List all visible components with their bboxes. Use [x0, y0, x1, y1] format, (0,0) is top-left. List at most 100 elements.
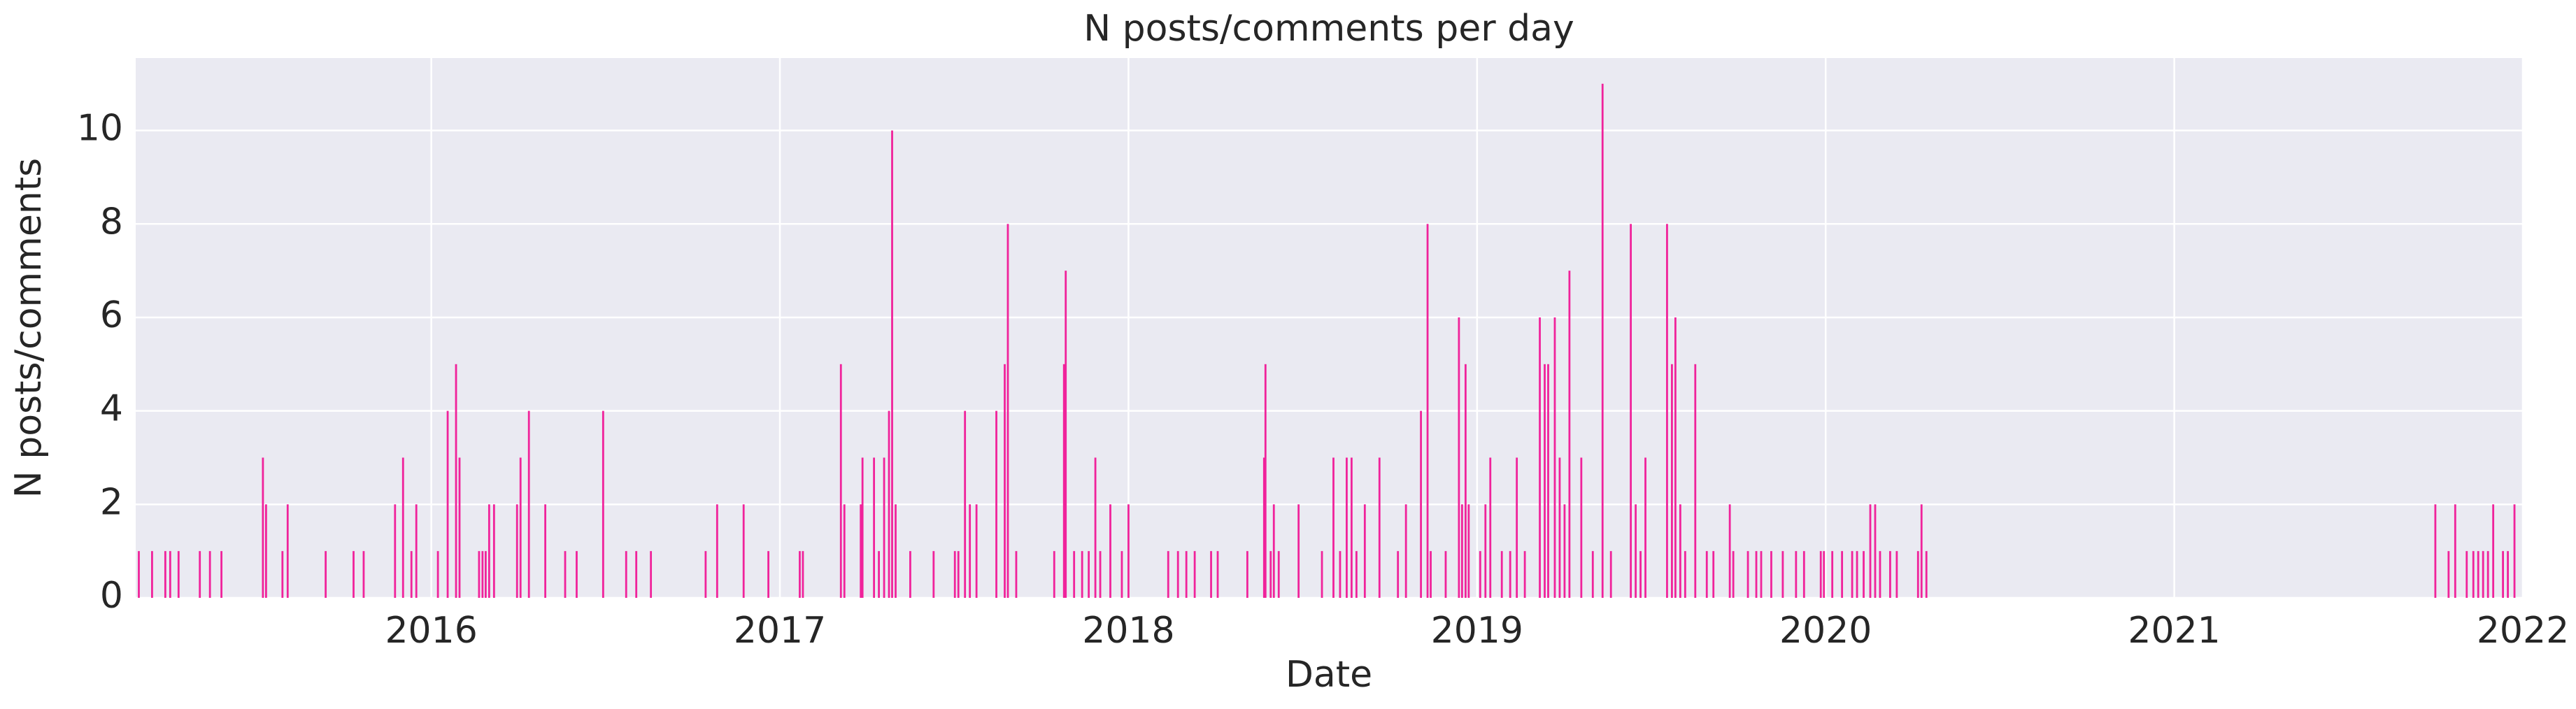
bar [138, 551, 140, 598]
bar [1671, 364, 1673, 598]
bar [2434, 504, 2437, 598]
bar [492, 504, 495, 598]
bar [1547, 364, 1549, 598]
bar [861, 457, 864, 598]
bar [1262, 457, 1265, 598]
bar [1644, 457, 1646, 598]
bar [1694, 364, 1697, 598]
bar [1609, 551, 1612, 598]
bar [1568, 271, 1571, 598]
bar [1355, 551, 1358, 598]
bar [1088, 551, 1090, 598]
bar [164, 551, 166, 598]
x-axis-label: Date [1286, 654, 1372, 696]
bar [1863, 551, 1865, 598]
bar [325, 551, 327, 598]
x-tick-label: 2016 [385, 610, 477, 652]
bar [151, 551, 153, 598]
bar [1015, 551, 1018, 598]
bar [767, 551, 769, 598]
bar [602, 410, 604, 598]
bar [1185, 551, 1188, 598]
bar [1321, 551, 1323, 598]
bar [2465, 551, 2468, 598]
bar [1176, 551, 1179, 598]
bar [2492, 504, 2495, 598]
bar [1916, 551, 1919, 598]
bar [1094, 457, 1097, 598]
bar [2513, 504, 2516, 598]
x-tick-label: 2018 [1082, 610, 1174, 652]
bar [1580, 457, 1583, 598]
y-tick-label: 0 [100, 575, 123, 617]
bar [802, 551, 804, 598]
bar [1210, 551, 1212, 598]
bar [1297, 504, 1300, 598]
bar [995, 410, 997, 598]
bar [873, 457, 875, 598]
bar [1666, 224, 1668, 598]
bar [353, 551, 355, 598]
x-tick-label: 2017 [734, 610, 826, 652]
bar [1889, 551, 1891, 598]
bar [2507, 551, 2509, 598]
bar [1746, 551, 1749, 598]
bar [1523, 551, 1526, 598]
x-tick-label: 2019 [1431, 610, 1523, 652]
bar [1831, 551, 1834, 598]
y-tick-label: 4 [100, 388, 123, 430]
bar [1874, 504, 1877, 598]
bar [1430, 551, 1432, 598]
bar [1397, 551, 1400, 598]
y-axis-label: N posts/comments [8, 158, 50, 498]
bar [1819, 551, 1822, 598]
bar [455, 364, 457, 598]
bar [1802, 551, 1805, 598]
bar [1539, 317, 1541, 598]
bar [843, 504, 846, 598]
bar [1770, 551, 1772, 598]
bar [1004, 364, 1006, 598]
bar [436, 551, 439, 598]
bar [1879, 551, 1881, 598]
bar [481, 551, 484, 598]
bar [415, 504, 418, 598]
bar [1264, 364, 1267, 598]
bar [1705, 551, 1708, 598]
bar [1426, 224, 1429, 598]
bar [839, 364, 842, 598]
bar [1081, 551, 1083, 598]
plot-background [136, 58, 2523, 598]
bar [1120, 551, 1123, 598]
bar [704, 551, 707, 598]
bar [1630, 224, 1632, 598]
bar [1193, 551, 1196, 598]
x-tick-label: 2020 [1779, 610, 1872, 652]
bar [1458, 317, 1460, 598]
bar [1732, 551, 1735, 598]
bar [964, 410, 967, 598]
bar [957, 551, 960, 598]
bar [888, 410, 890, 598]
y-tick-label: 10 [77, 108, 123, 150]
bar [1099, 551, 1102, 598]
bar [488, 504, 490, 598]
bar [2482, 551, 2484, 598]
bar [1065, 271, 1067, 598]
chart-title: N posts/comments per day [1083, 8, 1574, 50]
x-tick-label: 2022 [2477, 610, 2569, 652]
bar [975, 504, 978, 598]
bar [1269, 551, 1272, 598]
bar [410, 551, 413, 598]
bar [1460, 504, 1463, 598]
bar [1216, 551, 1219, 598]
bar [1489, 457, 1492, 598]
bar [1920, 504, 1923, 598]
bar [1339, 551, 1342, 598]
bar [2447, 551, 2450, 598]
bar [1509, 551, 1511, 598]
bar [281, 551, 284, 598]
bar [458, 457, 461, 598]
bar [1755, 551, 1758, 598]
